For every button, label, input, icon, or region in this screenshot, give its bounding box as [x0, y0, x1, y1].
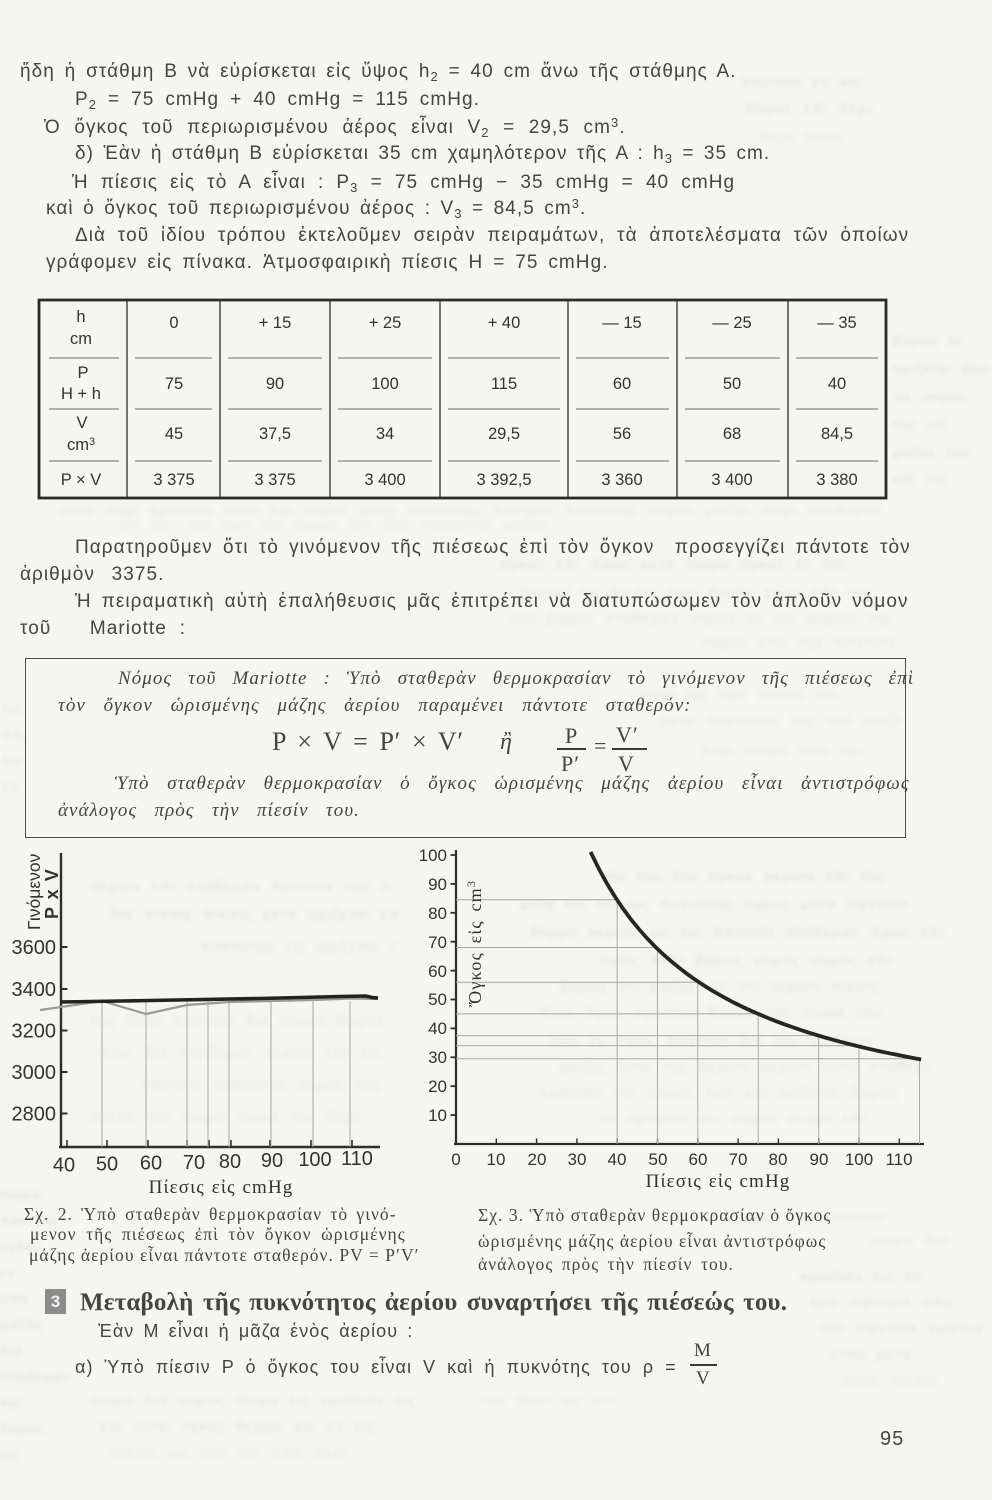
svg-text:3200: 3200	[12, 1021, 57, 1043]
svg-text:70: 70	[428, 933, 447, 952]
svg-text:— 15: — 15	[602, 314, 641, 332]
svg-text:60: 60	[689, 1150, 708, 1169]
svg-text:40: 40	[428, 1019, 447, 1038]
svg-text:90: 90	[428, 875, 447, 894]
svg-text:100: 100	[419, 846, 447, 865]
svg-text:— 35: — 35	[817, 314, 856, 332]
svg-text:40: 40	[608, 1150, 627, 1169]
svg-text:110: 110	[341, 1148, 373, 1170]
svg-text:3 375: 3 375	[254, 471, 295, 489]
svg-text:40: 40	[828, 375, 846, 393]
svg-text:50: 50	[649, 1150, 668, 1169]
svg-text:110: 110	[885, 1150, 912, 1169]
svg-text:3 360: 3 360	[601, 471, 642, 489]
svg-text:3 380: 3 380	[816, 471, 857, 489]
svg-text:3 400: 3 400	[364, 471, 405, 489]
svg-text:0: 0	[451, 1150, 460, 1169]
svg-text:h: h	[76, 308, 85, 326]
svg-text:0: 0	[169, 314, 178, 332]
svg-text:90: 90	[266, 375, 284, 393]
svg-text:40: 40	[53, 1155, 75, 1177]
svg-text:+ 15: + 15	[259, 314, 292, 332]
svg-text:Ὄγκος εἰς cm3: Ὄγκος εἰς cm3	[464, 880, 485, 1007]
svg-text:75: 75	[165, 375, 183, 393]
svg-text:50: 50	[723, 375, 741, 393]
svg-text:cm: cm	[70, 330, 92, 348]
svg-text:3400: 3400	[12, 979, 57, 1001]
svg-text:56: 56	[613, 425, 631, 443]
svg-text:70: 70	[183, 1152, 205, 1174]
svg-text:45: 45	[165, 425, 183, 443]
svg-text:Πίεσις εἰς cmHg: Πίεσις εἰς cmHg	[149, 1177, 294, 1198]
svg-text:34: 34	[376, 425, 394, 443]
svg-text:3000: 3000	[12, 1062, 57, 1084]
svg-text:20: 20	[428, 1077, 447, 1096]
svg-text:V: V	[76, 414, 87, 432]
svg-text:— 25: — 25	[712, 314, 751, 332]
svg-text:100: 100	[845, 1150, 873, 1169]
svg-text:68: 68	[723, 425, 741, 443]
svg-text:Πίεσις εἰς cmHg: Πίεσις εἰς cmHg	[646, 1171, 791, 1192]
svg-text:2800: 2800	[12, 1104, 57, 1126]
svg-text:Γινόμενον: Γινόμενον	[24, 853, 44, 930]
svg-text:10: 10	[428, 1106, 447, 1125]
svg-text:60: 60	[140, 1153, 162, 1175]
svg-text:+ 25: + 25	[369, 314, 402, 332]
svg-text:H + h: H + h	[61, 385, 101, 403]
svg-text:P × V: P × V	[61, 471, 102, 489]
svg-text:30: 30	[568, 1150, 587, 1169]
svg-text:3 375: 3 375	[153, 471, 194, 489]
svg-text:90: 90	[261, 1150, 283, 1172]
svg-text:90: 90	[810, 1150, 829, 1169]
svg-text:+ 40: + 40	[488, 314, 521, 332]
svg-text:cm3: cm3	[67, 436, 95, 454]
svg-text:115: 115	[491, 375, 517, 393]
svg-text:3 400: 3 400	[711, 471, 752, 489]
svg-text:3600: 3600	[12, 937, 57, 959]
svg-text:100: 100	[371, 375, 399, 393]
svg-text:10: 10	[487, 1150, 506, 1169]
svg-text:3 392,5: 3 392,5	[476, 471, 531, 489]
svg-text:80: 80	[219, 1151, 241, 1173]
svg-text:P x V: P x V	[42, 868, 62, 919]
svg-text:80: 80	[769, 1150, 788, 1169]
svg-text:80: 80	[428, 904, 447, 923]
svg-text:70: 70	[729, 1150, 748, 1169]
svg-text:100: 100	[298, 1149, 331, 1171]
svg-text:37,5: 37,5	[259, 425, 291, 443]
svg-text:60: 60	[428, 962, 447, 981]
svg-text:60: 60	[613, 375, 631, 393]
svg-text:84,5: 84,5	[821, 425, 853, 443]
svg-text:29,5: 29,5	[488, 425, 520, 443]
svg-text:20: 20	[528, 1150, 547, 1169]
svg-text:50: 50	[428, 990, 447, 1009]
svg-text:30: 30	[428, 1048, 447, 1067]
svg-text:P: P	[77, 364, 88, 382]
svg-text:50: 50	[96, 1154, 118, 1176]
